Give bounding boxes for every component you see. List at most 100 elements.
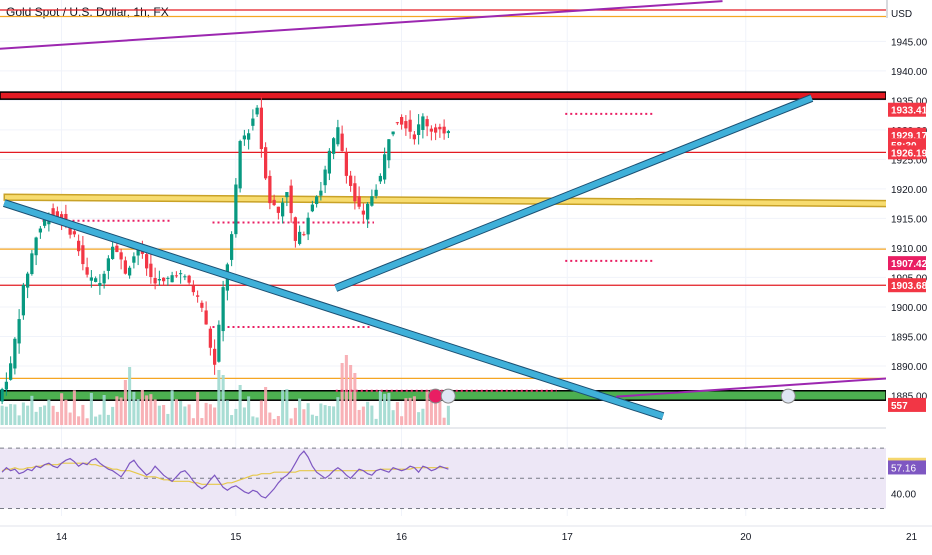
volume-bar <box>98 414 102 425</box>
volume-bar <box>191 418 195 425</box>
y-tick-label: 1910.00 <box>891 244 928 255</box>
volume-bar <box>217 370 221 425</box>
y-tick-label: 1915.00 <box>891 214 928 225</box>
event-icon <box>780 388 796 404</box>
volume-bar <box>64 399 68 425</box>
volume-bar <box>417 412 421 425</box>
candle-body <box>412 134 416 140</box>
candle-body <box>204 310 208 325</box>
volume-bar <box>332 406 336 425</box>
volume-bar <box>55 411 59 425</box>
candle-body <box>132 256 136 263</box>
candle-body <box>183 276 187 278</box>
candle-body <box>102 273 106 284</box>
volume-bar <box>357 409 361 425</box>
volume-bar <box>132 391 136 425</box>
candle-body <box>259 107 263 150</box>
rsi-badge <box>888 460 926 475</box>
candle-body <box>30 253 34 275</box>
candle-body <box>306 217 310 235</box>
volume-bar <box>387 392 391 425</box>
candle-body <box>85 267 89 275</box>
trendline <box>334 95 813 291</box>
candle-body <box>34 237 38 256</box>
candle-body <box>323 169 327 186</box>
candle-body <box>136 248 140 256</box>
price-badge <box>888 278 926 293</box>
y-tick-label: 1885.00 <box>891 391 928 402</box>
candle-body <box>268 175 272 204</box>
volume-bar <box>115 396 119 425</box>
candle-body <box>327 150 331 174</box>
candle-body <box>179 273 183 275</box>
candle-body <box>13 338 17 369</box>
volume-bar <box>336 397 340 425</box>
volume-bar <box>276 416 280 425</box>
x-tick-label: 14 <box>56 532 68 543</box>
candle-body <box>310 204 314 212</box>
volume-bar <box>353 373 357 425</box>
candle-body <box>145 254 149 269</box>
candle-body <box>94 278 98 282</box>
price-badge <box>888 145 926 160</box>
currency-label: USD <box>891 9 912 20</box>
x-tick-label: 15 <box>230 532 242 543</box>
candle-body <box>191 285 195 293</box>
price-badge-label: 1929.17 <box>891 131 928 142</box>
volume-bar <box>319 403 323 425</box>
volume-bar <box>289 418 293 425</box>
volume-bar <box>43 405 47 425</box>
volume-bar <box>429 389 433 425</box>
candle-body <box>111 246 115 259</box>
volume-bar <box>225 400 229 425</box>
x-tick-label: 21 <box>906 532 918 543</box>
volume-bar <box>272 418 276 425</box>
volume-bar <box>119 397 123 425</box>
candle-body <box>425 119 429 127</box>
y-tick-label: 1935.00 <box>891 96 928 107</box>
volume-bar <box>77 416 81 425</box>
candle-body <box>77 240 81 252</box>
volume-bar <box>281 390 285 425</box>
volume-bar <box>111 406 115 425</box>
volume-bar <box>425 390 429 425</box>
candle-body <box>247 133 251 140</box>
candle-body <box>395 122 399 124</box>
price-badge <box>888 397 926 412</box>
candle-body <box>119 252 123 260</box>
volume-bar <box>81 404 85 425</box>
candle-body <box>344 152 348 176</box>
trendline <box>616 374 932 398</box>
candle-body <box>319 190 323 196</box>
candle-body <box>434 127 438 133</box>
candle-body <box>370 196 374 206</box>
volume-bar <box>0 405 4 425</box>
volume-bar <box>149 394 153 425</box>
volume-bar <box>442 417 446 425</box>
volume-bar <box>323 405 327 425</box>
y-tick-label: 1925.00 <box>891 155 928 166</box>
y-tick-label: 1900.00 <box>891 303 928 314</box>
rsi-tick-label: 57.16 <box>891 463 916 474</box>
volume-bar <box>370 405 374 425</box>
volume-bar <box>89 392 93 425</box>
candle-body <box>349 175 353 186</box>
volume-bar <box>157 405 161 425</box>
volume-bar <box>268 412 272 425</box>
volume-bar <box>421 408 425 425</box>
candle-body <box>366 203 370 220</box>
volume-bar <box>400 416 404 425</box>
candle-body <box>340 133 344 151</box>
volume-bar <box>94 416 98 425</box>
x-tick-label: 17 <box>562 532 574 543</box>
x-tick-label: 16 <box>396 532 408 543</box>
candle-body <box>115 245 119 253</box>
volume-bar <box>208 404 212 425</box>
volume-bar <box>251 416 255 425</box>
candle-body <box>276 206 280 213</box>
candle-body <box>361 210 365 215</box>
candle-body <box>128 267 132 276</box>
candle-body <box>157 278 161 281</box>
trendline <box>3 200 664 420</box>
